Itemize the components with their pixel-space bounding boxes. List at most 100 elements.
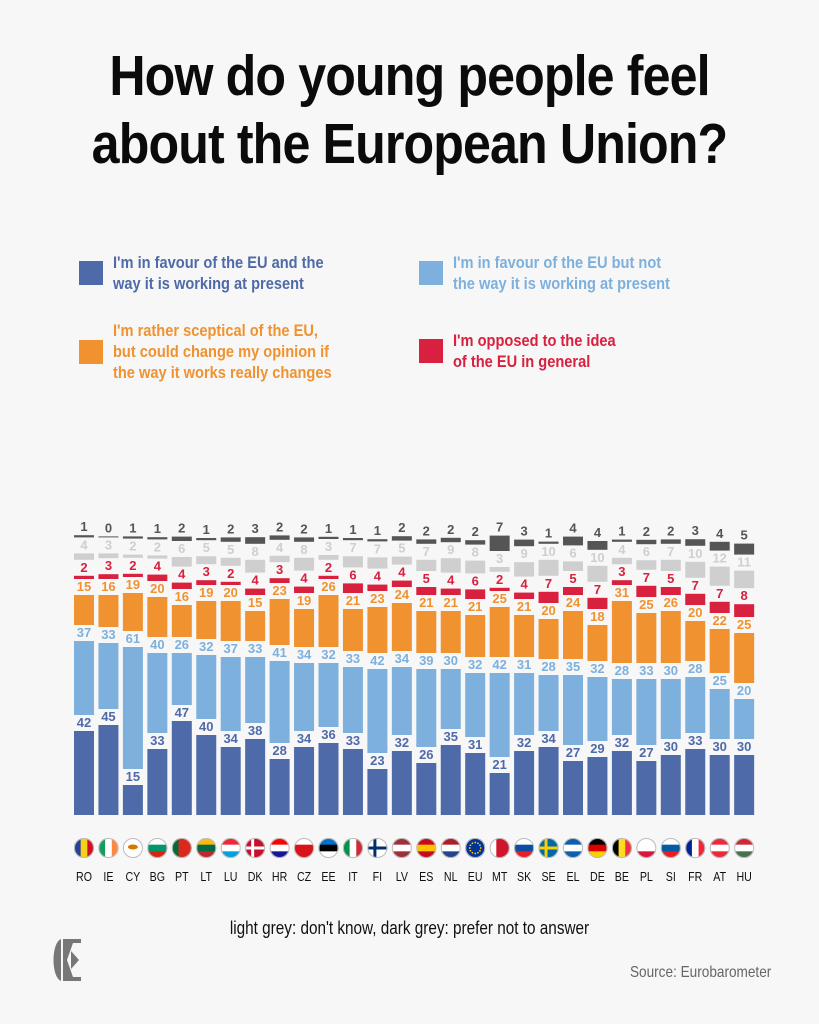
- bar-dont-know: [538, 559, 559, 576]
- bar-favour-working: [220, 747, 241, 815]
- data-label-favour-working: 33: [150, 733, 164, 748]
- column-SI: 30 30 26 5 7 2: [660, 523, 681, 815]
- bar-favour-working: [367, 769, 388, 815]
- flag-ie-icon: [98, 838, 119, 858]
- bar-sceptical: [98, 595, 119, 627]
- data-label-dont-know: 10: [590, 550, 604, 565]
- bar-sceptical: [74, 595, 94, 625]
- data-label-opposed: 4: [398, 565, 406, 580]
- column-HR: 28 41 23 3 4 2: [269, 519, 290, 815]
- column-FR: 33 28 20 7 10 3: [685, 523, 706, 815]
- data-label-favour-working: 30: [737, 739, 751, 754]
- bar-dont-know: [342, 556, 363, 568]
- bar-prefer-not-answer: [709, 541, 730, 551]
- bar-opposed: [220, 581, 241, 585]
- bar-opposed: [440, 588, 461, 595]
- bar-prefer-not-answer: [171, 536, 192, 541]
- bar-dont-know: [367, 557, 388, 569]
- flag-be-icon: [611, 838, 632, 858]
- bar-dont-know: [122, 554, 143, 558]
- bar-favour-not-working: [587, 677, 608, 741]
- bar-opposed: [416, 587, 437, 595]
- bar-dont-know: [636, 560, 657, 570]
- flag-hr-icon: [269, 838, 290, 858]
- data-label-favour-not-working: 28: [688, 661, 702, 676]
- data-label-dont-know: 11: [737, 555, 751, 570]
- bar-favour-not-working: [122, 647, 143, 769]
- bar-opposed: [318, 575, 339, 579]
- bar-sceptical: [416, 611, 437, 653]
- data-label-opposed: 7: [692, 578, 699, 593]
- bar-favour-not-working: [489, 673, 510, 757]
- flag-sk-icon: [514, 838, 535, 858]
- bar-opposed: [489, 587, 510, 591]
- flag-nl-icon: [440, 838, 461, 858]
- data-label-opposed: 3: [618, 564, 625, 579]
- bar-opposed: [563, 587, 583, 595]
- bar-opposed: [660, 587, 681, 595]
- bar-sceptical: [611, 601, 632, 663]
- bar-favour-not-working: [734, 699, 755, 739]
- data-label-favour-not-working: 20: [737, 683, 751, 698]
- data-label-favour-not-working: 41: [272, 645, 286, 660]
- column-EL: 27 35 24 5 6 4: [563, 521, 583, 815]
- bar-sceptical: [196, 601, 217, 639]
- bar-favour-not-working: [440, 669, 461, 729]
- bar-favour-not-working: [220, 657, 241, 731]
- country-code-label: RO: [76, 869, 92, 884]
- bar-opposed: [465, 589, 486, 599]
- bar-favour-not-working: [416, 669, 437, 747]
- data-label-sceptical: 15: [248, 595, 262, 610]
- data-label-favour-not-working: 33: [346, 651, 360, 666]
- bar-opposed: [685, 593, 706, 605]
- bar-favour-not-working: [563, 675, 583, 745]
- bar-favour-not-working: [514, 673, 535, 735]
- bar-prefer-not-answer: [367, 539, 388, 542]
- bar-opposed: [342, 583, 363, 593]
- bar-opposed: [98, 574, 119, 579]
- data-label-dont-know: 6: [178, 541, 185, 556]
- data-label-dont-know: 4: [276, 540, 284, 555]
- flag-mt-icon: [489, 838, 510, 858]
- legend-swatch-red: [419, 339, 443, 363]
- flag-es-icon: [416, 838, 437, 858]
- data-label-prefer-not-answer: 2: [667, 523, 674, 538]
- data-label-dont-know: 4: [80, 537, 88, 552]
- bar-dont-know: [440, 558, 461, 573]
- data-label-dont-know: 9: [520, 546, 527, 561]
- bar-sceptical: [220, 601, 241, 641]
- data-label-dont-know: 4: [618, 542, 626, 557]
- bar-prefer-not-answer: [611, 539, 632, 542]
- bar-dont-know: [660, 559, 681, 571]
- data-label-favour-working: 33: [346, 733, 360, 748]
- data-label-favour-not-working: 32: [468, 657, 482, 672]
- country-code-label: LT: [200, 869, 212, 884]
- bar-opposed: [391, 580, 412, 587]
- bar-favour-working: [391, 751, 412, 815]
- flag-cz-icon: [294, 838, 315, 858]
- data-label-opposed: 2: [496, 572, 503, 587]
- data-label-opposed: 3: [105, 558, 112, 573]
- bar-favour-not-working: [147, 653, 168, 733]
- data-label-favour-not-working: 33: [639, 663, 653, 678]
- data-label-sceptical: 25: [639, 597, 653, 612]
- data-label-dont-know: 7: [349, 540, 356, 555]
- data-label-prefer-not-answer: 2: [178, 521, 185, 536]
- bar-prefer-not-answer: [636, 539, 657, 545]
- legend-swatch-dark-blue: [79, 261, 103, 285]
- bar-favour-not-working: [171, 653, 192, 705]
- bar-favour-working: [611, 751, 632, 815]
- data-label-sceptical: 21: [419, 595, 433, 610]
- bar-prefer-not-answer: [587, 541, 608, 550]
- bar-opposed: [514, 592, 535, 599]
- bar-favour-not-working: [318, 663, 339, 727]
- bar-sceptical: [367, 607, 388, 653]
- bar-prefer-not-answer: [685, 539, 706, 546]
- data-label-sceptical: 20: [223, 585, 237, 600]
- bar-favour-not-working: [391, 667, 412, 735]
- bar-dont-know: [245, 559, 266, 573]
- data-label-prefer-not-answer: 2: [398, 520, 405, 535]
- column-MT: 21 42 25 2 3 7: [489, 520, 510, 815]
- data-label-favour-working: 33: [688, 733, 702, 748]
- bar-opposed: [245, 588, 266, 595]
